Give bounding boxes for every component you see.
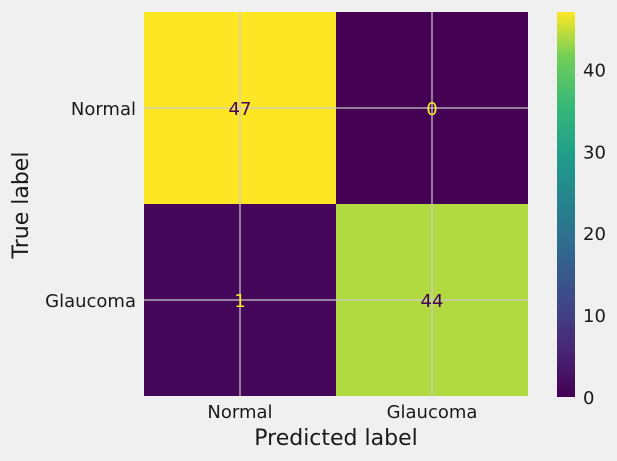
- y-tick-label: Glaucoma: [45, 291, 136, 312]
- colorbar-tick-label: 0: [583, 388, 594, 409]
- x-axis-ticks: Normal Glaucoma: [207, 402, 477, 423]
- colorbar-gradient: [557, 12, 575, 397]
- colorbar-tick-label: 40: [583, 60, 606, 81]
- cell-value-label-r1-c1: 44: [421, 291, 444, 312]
- heatmap-cells: [144, 12, 528, 396]
- cell-value-label-r1-c0: 1: [234, 291, 245, 312]
- cell-value-labels: 47 0 1 44: [229, 99, 444, 312]
- colorbar-tick-label: 30: [583, 142, 606, 163]
- y-axis-title: True label: [9, 152, 34, 260]
- cell-value-label-r0-c1: 0: [426, 99, 437, 120]
- y-axis-ticks: Normal Glaucoma: [45, 99, 136, 312]
- colorbar-tick-label: 20: [583, 224, 606, 245]
- colorbar-ticks: 0 10 20 30 40: [583, 60, 606, 409]
- cell-value-label-r0-c0: 47: [229, 99, 252, 120]
- y-tick-label: Normal: [71, 99, 136, 120]
- grid-lines: [144, 12, 528, 396]
- x-tick-label: Normal: [207, 402, 272, 423]
- colorbar-tick-label: 10: [583, 306, 606, 327]
- x-axis-title: Predicted label: [254, 426, 417, 451]
- x-tick-label: Glaucoma: [387, 402, 478, 423]
- colorbar: 0 10 20 30 40: [557, 12, 606, 409]
